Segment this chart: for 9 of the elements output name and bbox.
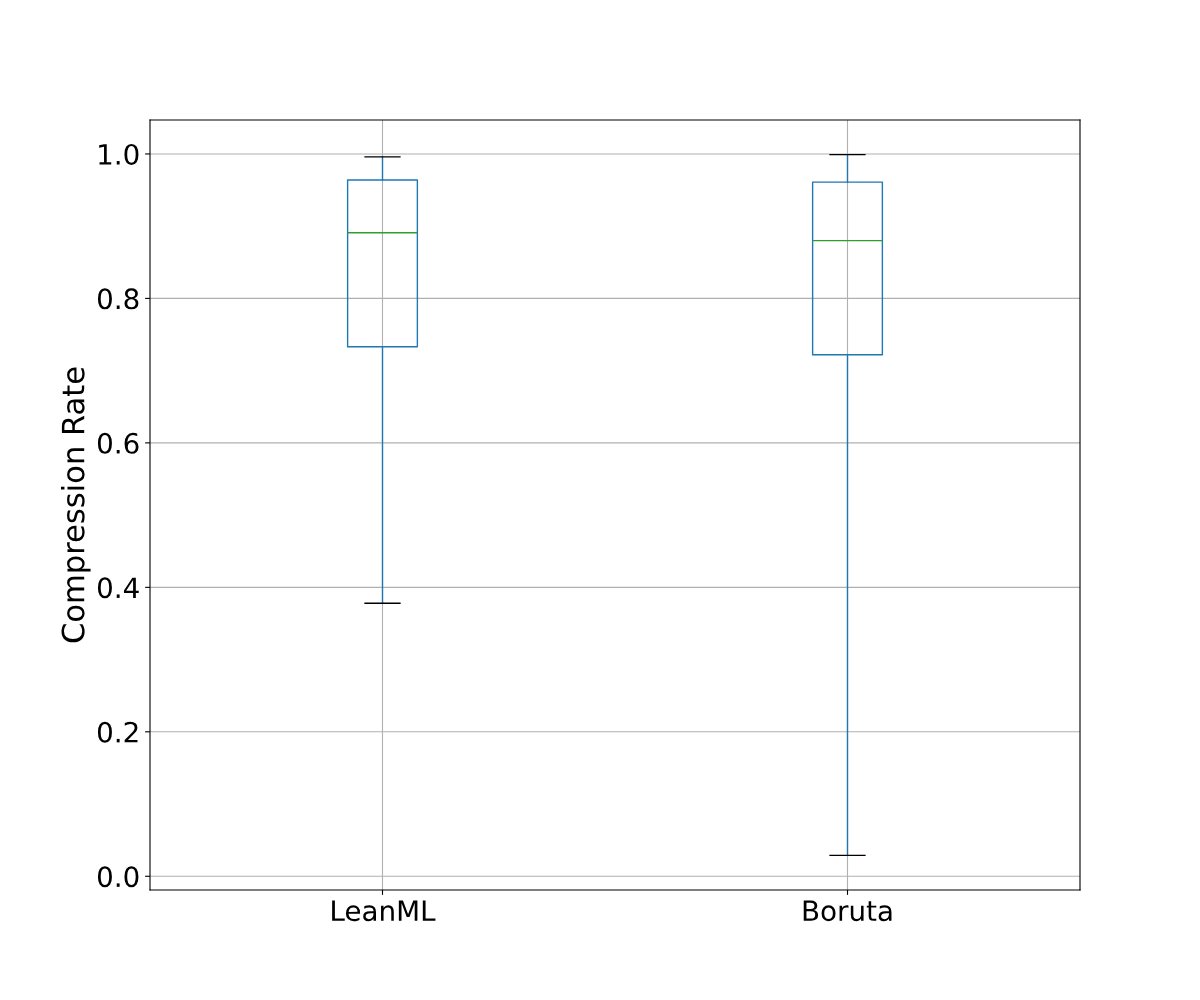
y-tick-label: 0.2 — [97, 721, 138, 743]
y-tick-label: 0.6 — [97, 432, 139, 454]
y-tick-label: 0.4 — [97, 577, 139, 599]
y-tick-label: 0.8 — [97, 288, 139, 310]
x-tick-label: LeanML — [332, 900, 436, 922]
x-tick-label: Boruta — [803, 900, 892, 922]
y-tick-label: 0.0 — [97, 866, 139, 888]
y-tick-label: 1.0 — [99, 143, 139, 165]
y-axis-title: Compression Rate — [60, 367, 91, 643]
